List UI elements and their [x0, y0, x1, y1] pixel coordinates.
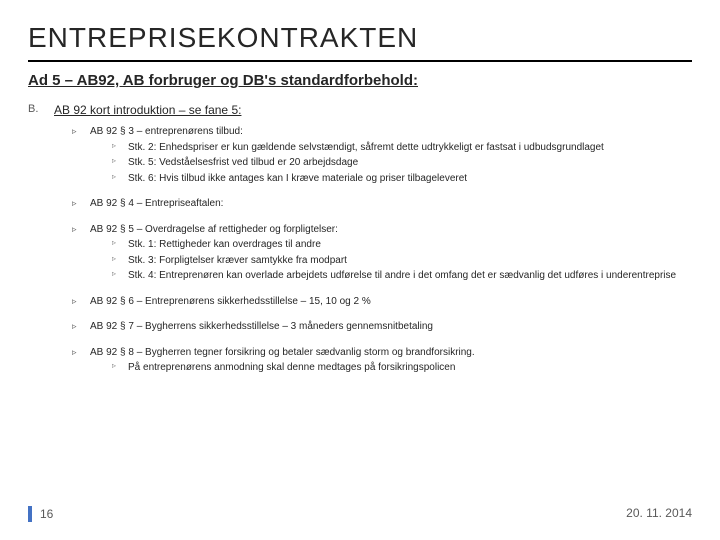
intro-row: B. AB 92 kort introduktion – se fane 5: — [28, 103, 692, 117]
accent-bar — [28, 506, 32, 522]
sub-list: Stk. 1: Rettigheder kan overdrages til a… — [90, 238, 692, 283]
sub-item: Stk. 3: Forpligtelser kræver samtykke fr… — [112, 254, 692, 268]
list-item: AB 92 § 4 – Entrepriseaftalen: — [72, 197, 692, 211]
footer: 16 20. 11. 2014 — [28, 506, 692, 522]
item-label: AB 92 § 4 – Entrepriseaftalen: — [90, 198, 223, 209]
item-label: AB 92 § 6 – Entreprenørens sikkerhedssti… — [90, 296, 371, 307]
slide: ENTREPRISEKONTRAKTEN Ad 5 – AB92, AB for… — [0, 0, 720, 540]
sub-item: På entreprenørens anmodning skal denne m… — [112, 361, 692, 375]
sub-item: Stk. 2: Enhedspriser er kun gældende sel… — [112, 141, 692, 155]
list-item: AB 92 § 6 – Entreprenørens sikkerhedssti… — [72, 295, 692, 309]
subtitle: Ad 5 – AB92, AB forbruger og DB's standa… — [28, 72, 692, 89]
item-label: AB 92 § 3 – entreprenørens tilbud: — [90, 126, 243, 137]
footer-date: 20. 11. 2014 — [626, 506, 692, 522]
outline-list: AB 92 § 3 – entreprenørens tilbud: Stk. … — [28, 125, 692, 375]
list-item: AB 92 § 5 – Overdragelse af rettigheder … — [72, 223, 692, 283]
sub-item: Stk. 5: Vedståelsesfrist ved tilbud er 2… — [112, 156, 692, 170]
footer-left: 16 — [28, 506, 53, 522]
sub-item: Stk. 6: Hvis tilbud ikke antages kan I k… — [112, 172, 692, 186]
item-label: AB 92 § 7 – Bygherrens sikkerhedsstillel… — [90, 321, 433, 332]
sub-item: Stk. 4: Entreprenøren kan overlade arbej… — [112, 269, 692, 283]
list-item: AB 92 § 8 – Bygherren tegner forsikring … — [72, 346, 692, 375]
intro-text: AB 92 kort introduktion – se fane 5: — [54, 103, 241, 117]
list-item: AB 92 § 3 – entreprenørens tilbud: Stk. … — [72, 125, 692, 185]
item-label: AB 92 § 5 – Overdragelse af rettigheder … — [90, 224, 338, 235]
item-label: AB 92 § 8 – Bygherren tegner forsikring … — [90, 347, 475, 358]
sub-list: På entreprenørens anmodning skal denne m… — [90, 361, 692, 375]
page-title: ENTREPRISEKONTRAKTEN — [28, 22, 692, 62]
list-item: AB 92 § 7 – Bygherrens sikkerhedsstillel… — [72, 320, 692, 334]
page-number: 16 — [40, 507, 53, 521]
sub-item: Stk. 1: Rettigheder kan overdrages til a… — [112, 238, 692, 252]
list-marker: B. — [28, 103, 42, 115]
sub-list: Stk. 2: Enhedspriser er kun gældende sel… — [90, 141, 692, 186]
